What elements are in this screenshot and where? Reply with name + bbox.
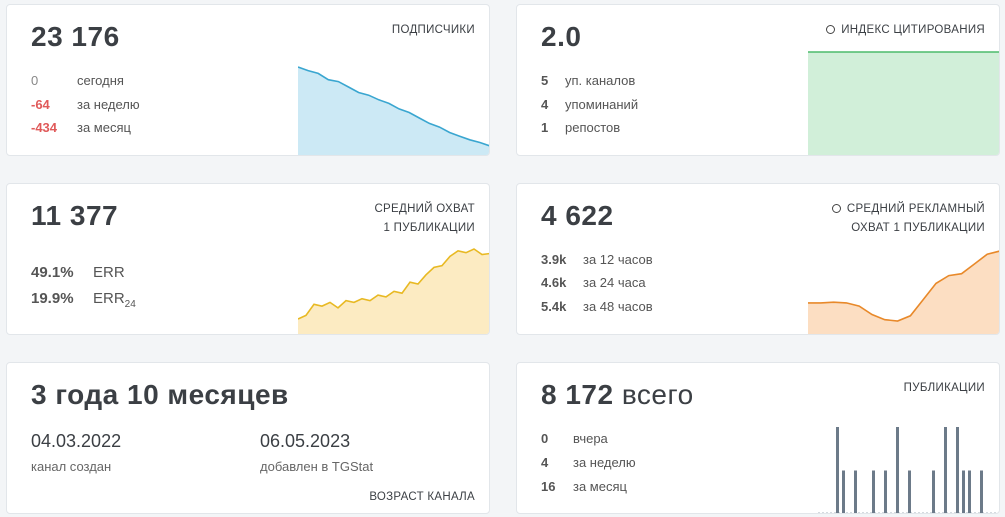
- posts-card: 8 172 всего ПУБЛИКАЦИИ 0 вчера 4 за неделю…: [516, 362, 1000, 514]
- total: 2.0: [541, 21, 582, 52]
- row-label: за месяц: [77, 120, 131, 135]
- bar-chart: [818, 427, 998, 513]
- bar: [944, 427, 947, 513]
- sparkline-line: [298, 248, 489, 320]
- card-label-text: ИНДЕКС ЦИТИРОВАНИЯ: [841, 24, 985, 36]
- row-value: 49.1%: [31, 264, 74, 281]
- sparkline-area: [298, 249, 489, 334]
- sparkline: [298, 248, 489, 334]
- sparkline: [808, 51, 999, 155]
- reach-card: 11 377 СРЕДНИЙ ОХВАТ 1 ПУБЛИКАЦИИ 49.1% ER…: [6, 183, 490, 335]
- sparkline-area: [808, 251, 999, 334]
- bar: [908, 470, 911, 513]
- row-label: за 12 часов: [583, 252, 653, 267]
- total-value: 8 172: [541, 379, 614, 410]
- bar: [842, 470, 845, 513]
- card-label: СРЕДНИЙ РЕКЛАМНЫЙ ОХВАТ 1 ПУБЛИКАЦИИ: [831, 200, 985, 238]
- row-label: ERR: [93, 264, 125, 281]
- subscribers-card: 23 176 ПОДПИСЧИКИ 0 сегодня -64 за неделю …: [6, 4, 490, 156]
- row-value: 4.6k: [541, 275, 567, 290]
- total: 3 года 10 месяцев: [31, 379, 289, 410]
- bar: [854, 470, 857, 513]
- row-value: 19.9%: [31, 290, 74, 307]
- age-card: 3 года 10 месяцев 04.03.2022 канал созда…: [6, 362, 490, 514]
- row-value: 1: [541, 120, 549, 135]
- date: 06.05.2023: [260, 431, 351, 451]
- row-label: за 24 часа: [583, 275, 646, 290]
- bar: [956, 427, 959, 513]
- row-label-text: ERR: [93, 290, 125, 307]
- sparkline: [808, 250, 999, 334]
- bar: [962, 470, 965, 513]
- sparkline-line: [808, 250, 999, 322]
- info-icon: [826, 25, 836, 34]
- sparkline: [298, 66, 489, 155]
- date-label: канал создан: [31, 459, 112, 474]
- row-label: за месяц: [573, 479, 627, 494]
- sparkline-line: [298, 66, 489, 147]
- total: 11 377: [31, 200, 119, 231]
- total: 8 172 всего: [541, 379, 694, 411]
- bar: [932, 470, 935, 513]
- row-label: за 48 часов: [583, 299, 653, 314]
- row-label-sub: 24: [124, 299, 136, 310]
- row-label-text: ERR: [93, 264, 125, 281]
- row-label: за неделю: [573, 455, 636, 470]
- row-label: уп. каналов: [565, 73, 636, 88]
- card-label: ПУБЛИКАЦИИ: [903, 382, 985, 394]
- card-label-line: 1 ПУБЛИКАЦИИ: [383, 222, 475, 234]
- total: 23 176: [31, 21, 120, 52]
- row-value: 5.4k: [541, 299, 567, 314]
- card-label-line: ОХВАТ 1 ПУБЛИКАЦИИ: [851, 222, 985, 234]
- row-label: сегодня: [77, 73, 124, 88]
- total: 4 622: [541, 200, 614, 231]
- card-label-text: СРЕДНИЙ РЕКЛАМНЫЙ: [846, 203, 985, 215]
- bar: [872, 470, 875, 513]
- sparkline-area: [808, 52, 999, 155]
- row-value: 0: [31, 73, 39, 88]
- row-label: репостов: [565, 120, 621, 135]
- row-value: 5: [541, 73, 549, 88]
- row-value: 0: [541, 431, 549, 446]
- row-label: за неделю: [77, 97, 140, 112]
- card-label: СРЕДНИЙ ОХВАТ 1 ПУБЛИКАЦИИ: [374, 200, 475, 238]
- citation-card: 2.0 ИНДЕКС ЦИТИРОВАНИЯ 5 уп. каналов 4 упо…: [516, 4, 1000, 156]
- card-label: ВОЗРАСТ КАНАЛА: [369, 491, 475, 503]
- bar: [836, 427, 839, 513]
- row-value: 4: [541, 97, 549, 112]
- row-value: 3.9k: [541, 252, 567, 267]
- ad-reach-card: 4 622 СРЕДНИЙ РЕКЛАМНЫЙ ОХВАТ 1 ПУБЛИКАЦИ…: [516, 183, 1000, 335]
- info-icon: [831, 204, 841, 213]
- bar: [884, 470, 887, 513]
- sparkline-area: [298, 67, 489, 155]
- card-label: ПОДПИСЧИКИ: [391, 24, 475, 36]
- row-value: 16: [541, 479, 556, 494]
- row-value: 4: [541, 455, 549, 470]
- row-value: -64: [31, 97, 50, 112]
- bar: [968, 470, 971, 513]
- card-label: ИНДЕКС ЦИТИРОВАНИЯ: [826, 21, 985, 40]
- row-label: вчера: [573, 431, 608, 446]
- row-label: ERR24: [93, 290, 136, 310]
- date-label: добавлен в TGStat: [260, 459, 374, 474]
- date: 04.03.2022: [31, 431, 122, 451]
- total-suffix: всего: [621, 379, 694, 410]
- row-label: упоминаний: [565, 97, 639, 112]
- card-label-line: СРЕДНИЙ ОХВАТ: [374, 203, 475, 215]
- bar: [896, 427, 899, 513]
- row-value: -434: [31, 120, 58, 135]
- bar: [980, 470, 983, 513]
- card-label-line: СРЕДНИЙ РЕКЛАМНЫЙ: [831, 200, 985, 219]
